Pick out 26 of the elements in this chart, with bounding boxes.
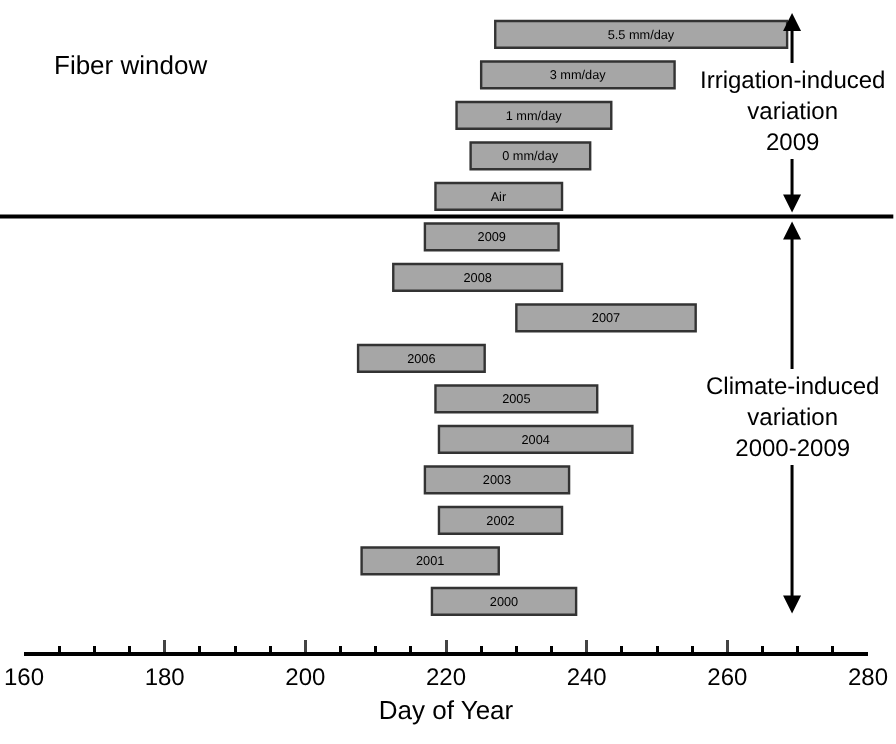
x-tick-label: 260 <box>707 662 748 691</box>
annotation: Fiber window <box>54 50 209 80</box>
bar <box>392 262 564 292</box>
bar <box>494 19 789 49</box>
bar <box>479 60 676 90</box>
x-tick-label: 240 <box>566 662 608 691</box>
bar <box>455 100 613 130</box>
bar <box>423 222 560 252</box>
bar <box>434 384 599 414</box>
bar <box>360 546 500 576</box>
annotation: Climate-induced variation 2000-2009 <box>706 372 880 463</box>
bar <box>437 424 634 454</box>
bar <box>423 465 571 495</box>
x-axis-title: Day of Year <box>378 695 515 725</box>
x-tick-label: 200 <box>285 662 326 691</box>
bar <box>430 586 578 616</box>
x-tick-label: 220 <box>425 662 467 691</box>
x-tick-label: 280 <box>847 662 889 691</box>
bar <box>469 141 592 171</box>
bar <box>356 343 486 373</box>
bar <box>437 505 564 535</box>
bar <box>515 303 697 333</box>
x-tick-label: 180 <box>144 662 186 691</box>
x-tick-label: 160 <box>3 662 45 691</box>
bar <box>434 181 564 211</box>
annotation: Irrigation-induced variation 2009 <box>700 66 886 157</box>
